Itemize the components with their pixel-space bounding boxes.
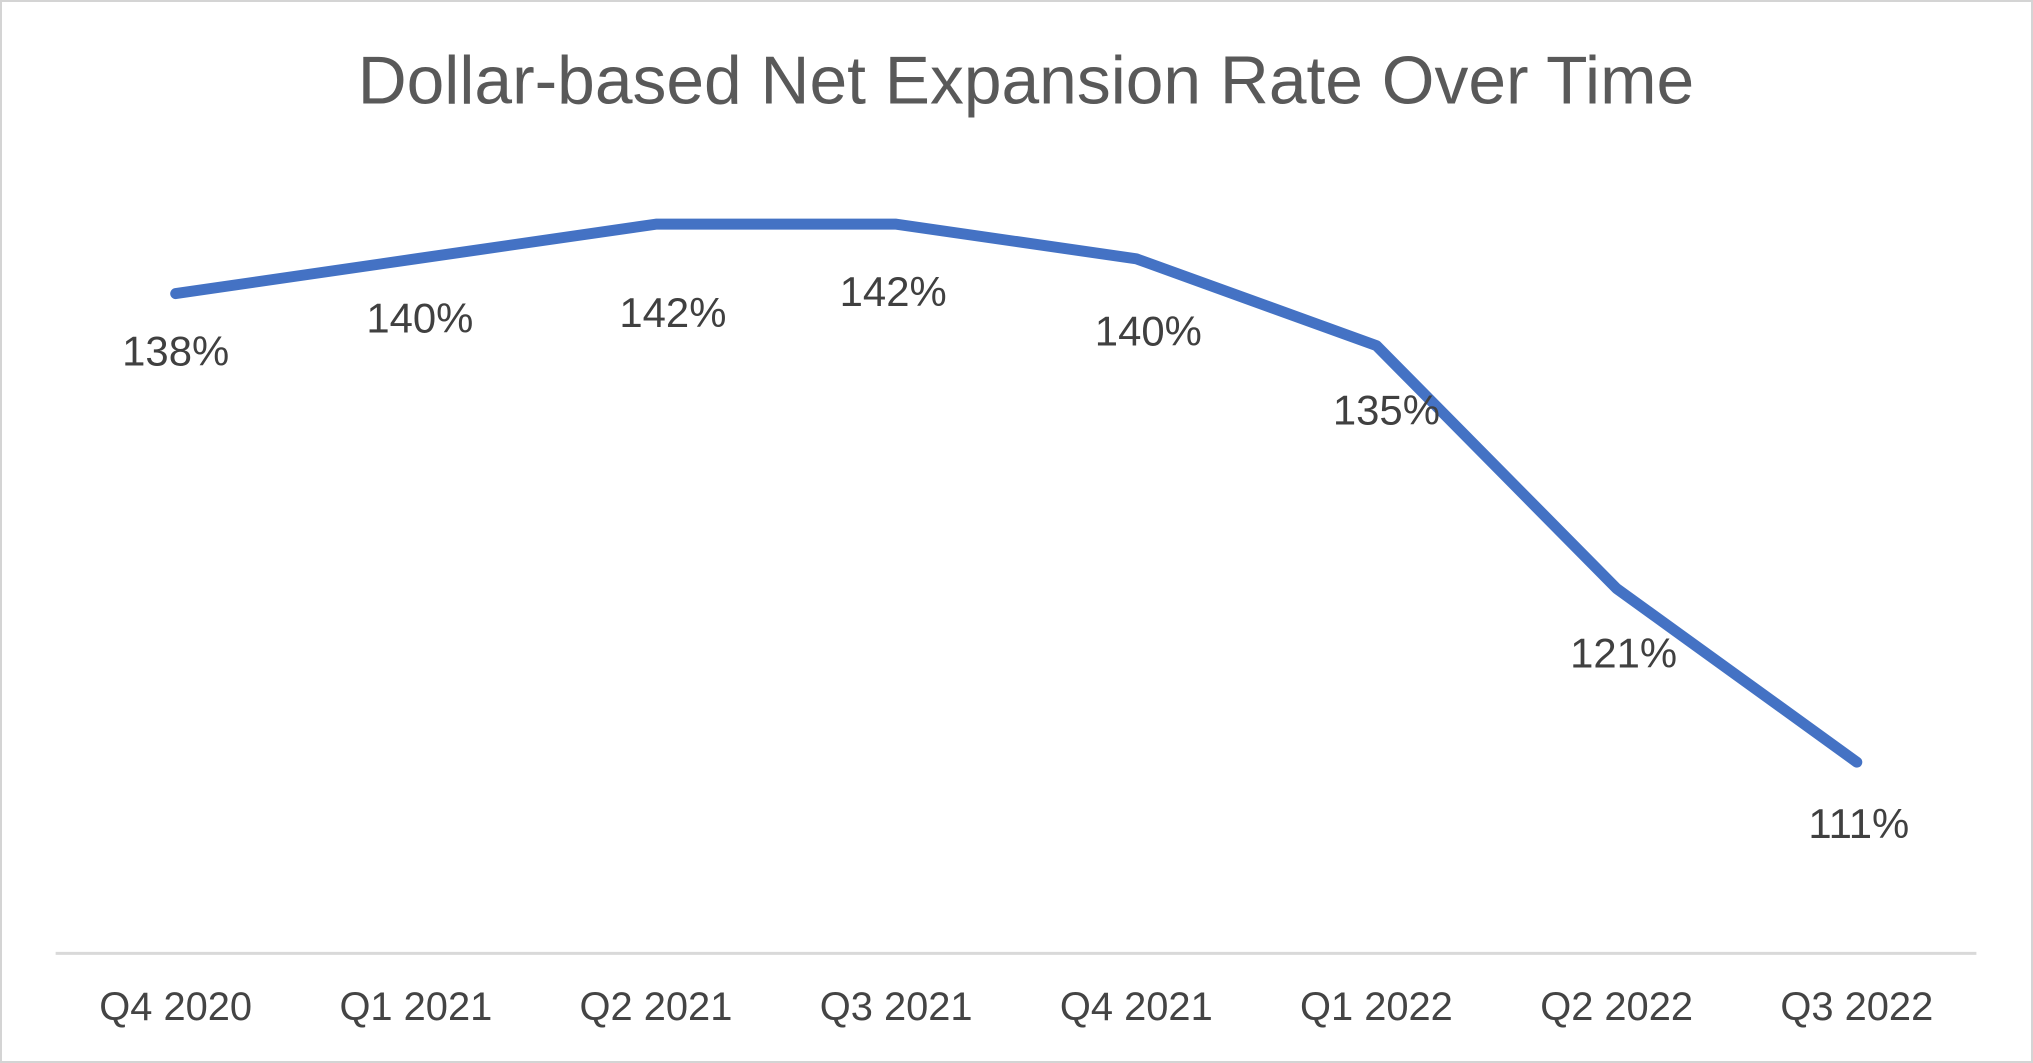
x-axis-tick-label: Q3 2021: [820, 985, 973, 1029]
data-label: 135%: [1333, 386, 1440, 433]
x-axis-tick-label: Q4 2020: [99, 985, 252, 1029]
series-line: [170, 218, 1863, 768]
x-axis-tick-label: Q2 2022: [1540, 985, 1693, 1029]
data-label: 142%: [619, 289, 726, 336]
data-label: 140%: [1095, 308, 1202, 355]
chart-title: Dollar-based Net Expansion Rate Over Tim…: [358, 44, 1694, 119]
data-label: 121%: [1570, 629, 1677, 676]
data-label: 142%: [840, 268, 947, 315]
x-axis-tick-label: Q1 2022: [1300, 985, 1453, 1029]
data-label: 140%: [366, 295, 473, 342]
x-axis-tick-label: Q4 2021: [1060, 985, 1213, 1029]
data-label: 111%: [1808, 800, 1909, 847]
data-label: 138%: [122, 327, 229, 374]
x-axis-tick-label: Q3 2022: [1780, 985, 1933, 1029]
x-axis-labels-group: Q4 2020 Q1 2021 Q2 2021 Q3 2021 Q4 2021 Q1 20…: [99, 985, 1933, 1029]
data-labels-group: 138% 140% 142% 142% 140% 135% 121% 111%: [122, 268, 1909, 847]
x-axis-tick-label: Q1 2021: [339, 985, 492, 1029]
x-axis-tick-label: Q2 2021: [580, 985, 733, 1029]
